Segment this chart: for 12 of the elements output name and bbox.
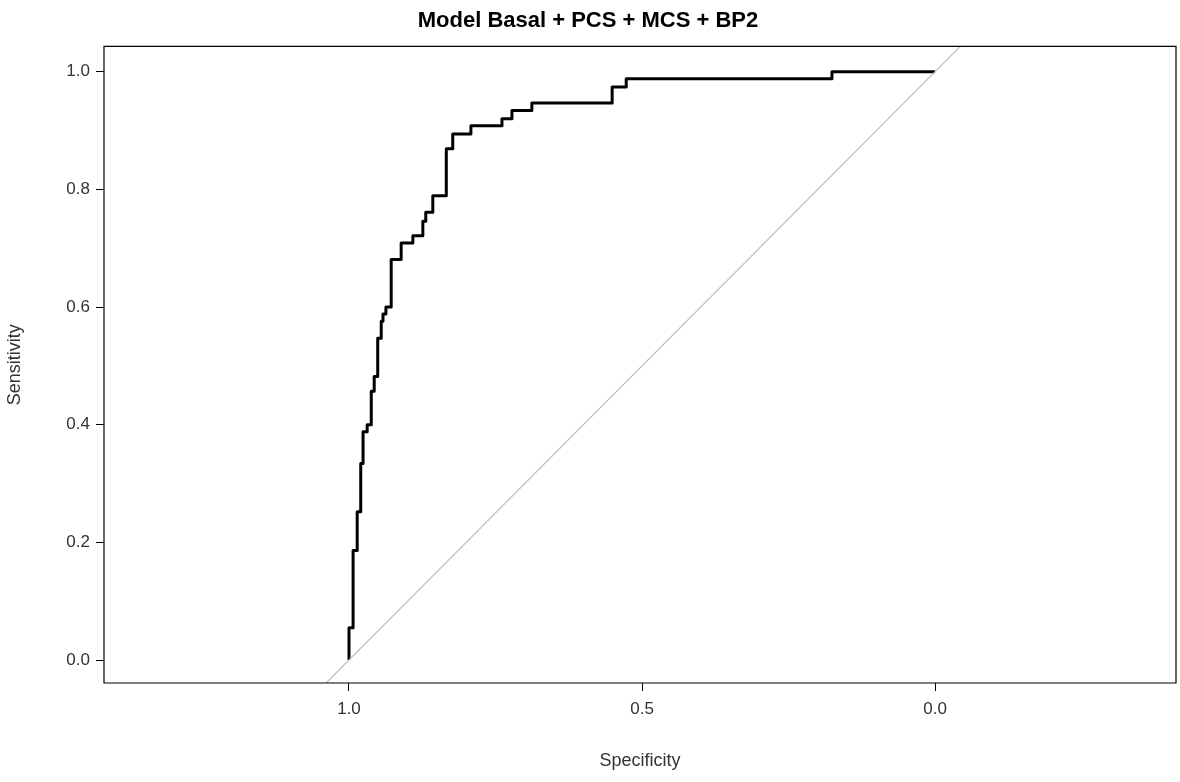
x-tick-label: 0.5 bbox=[630, 698, 654, 718]
x-tick-label: 1.0 bbox=[337, 698, 361, 718]
y-tick-label: 0.2 bbox=[66, 532, 90, 552]
y-tick-label: 0.0 bbox=[66, 649, 90, 669]
y-tick-label: 0.8 bbox=[66, 179, 90, 199]
x-tick-label: 0.0 bbox=[923, 698, 947, 718]
y-tick-label: 0.6 bbox=[66, 296, 90, 316]
y-tick-label: 1.0 bbox=[66, 61, 90, 81]
y-axis-title: Sensitivity bbox=[3, 324, 24, 406]
y-tick-label: 0.4 bbox=[66, 414, 90, 434]
chart-title: Model Basal + PCS + MCS + BP2 bbox=[417, 7, 759, 33]
x-axis-title: Specificity bbox=[599, 750, 681, 771]
